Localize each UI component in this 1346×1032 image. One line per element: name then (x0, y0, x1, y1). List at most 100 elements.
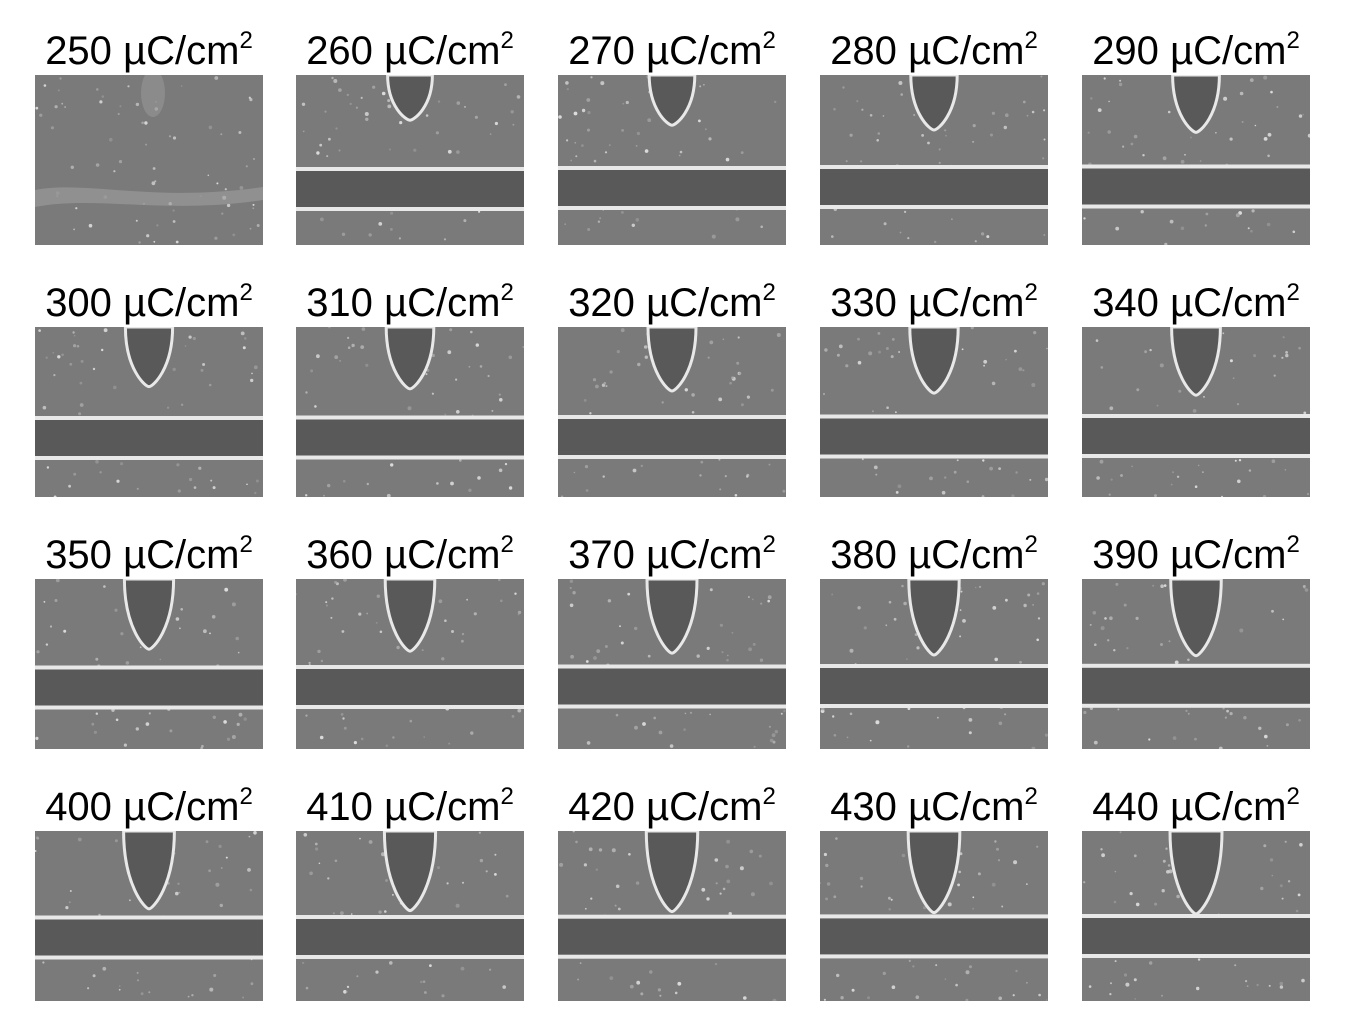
trench-top-edge (35, 416, 263, 420)
trench (1082, 416, 1310, 456)
sem-image (820, 327, 1048, 497)
trench (558, 417, 786, 457)
sem-image (1082, 75, 1310, 245)
tip (122, 831, 176, 911)
tip (384, 327, 436, 391)
sem-image (820, 831, 1048, 1001)
sem-image (1082, 579, 1310, 749)
sem-panel: 430 µC/cm2 (803, 783, 1065, 1013)
trench-bottom-edge (1082, 204, 1310, 209)
sem-panel: 400 µC/cm2 (18, 783, 280, 1013)
trench-top-edge (820, 914, 1048, 919)
dose-unit-exponent: 2 (762, 531, 776, 558)
dose-unit-exponent: 2 (500, 531, 514, 558)
sem-image (35, 75, 263, 245)
dose-value: 350 (45, 533, 112, 577)
trench (1082, 665, 1310, 706)
dose-unit-exponent: 2 (1024, 27, 1038, 54)
dose-unit-exponent: 2 (762, 27, 776, 54)
dose-unit-exponent: 2 (1024, 531, 1038, 558)
trench (820, 666, 1048, 706)
tip (908, 327, 960, 395)
trench (1082, 166, 1310, 207)
trench-top-edge (558, 664, 786, 669)
dose-value: 420 (568, 785, 635, 829)
dose-unit: µC/cm (123, 533, 240, 577)
trench-bottom-edge (296, 705, 524, 709)
dose-value: 430 (830, 785, 897, 829)
trench-bottom-edge (296, 207, 524, 211)
dose-label: 430 µC/cm2 (803, 783, 1065, 831)
trench (296, 417, 524, 458)
dose-label: 340 µC/cm2 (1065, 279, 1327, 327)
tip (1170, 327, 1222, 397)
dose-label: 280 µC/cm2 (803, 27, 1065, 75)
dose-unit: µC/cm (123, 281, 240, 325)
dose-value: 400 (45, 785, 112, 829)
surface-speckle (35, 76, 260, 244)
tip (909, 75, 959, 132)
sem-image (296, 579, 524, 749)
trench-top-edge (558, 166, 786, 170)
tip (122, 579, 176, 651)
trench-bottom-edge (1082, 454, 1310, 458)
trench-top-edge (1082, 164, 1310, 169)
trench-top-edge (1082, 663, 1310, 668)
dose-value: 310 (306, 281, 373, 325)
dose-unit-exponent: 2 (1024, 783, 1038, 810)
sem-image (35, 327, 263, 497)
tip (906, 831, 962, 915)
trench (820, 416, 1048, 457)
trench-bottom-edge (820, 454, 1048, 459)
dose-unit-exponent: 2 (239, 531, 253, 558)
sem-image (558, 579, 786, 749)
sem-image (558, 75, 786, 245)
dose-label: 290 µC/cm2 (1065, 27, 1327, 75)
dose-unit: µC/cm (1170, 29, 1287, 73)
tip (646, 327, 698, 393)
sem-panel: 360 µC/cm2 (279, 531, 541, 761)
sem-panel: 290 µC/cm2 (1065, 27, 1327, 257)
tip (1168, 831, 1224, 916)
sem-panel: 310 µC/cm2 (279, 279, 541, 509)
trench-bottom-edge (296, 955, 524, 959)
trench (558, 666, 786, 707)
trench-bottom-edge (558, 455, 786, 459)
dose-unit-exponent: 2 (1286, 279, 1300, 306)
dose-value: 280 (830, 29, 897, 73)
dose-label: 370 µC/cm2 (541, 531, 803, 579)
dose-label: 390 µC/cm2 (1065, 531, 1327, 579)
trench (296, 917, 524, 957)
trench-top-edge (35, 665, 263, 670)
trench (1082, 916, 1310, 956)
dose-unit: µC/cm (908, 281, 1025, 325)
trench (35, 917, 263, 958)
trench-bottom-edge (1082, 703, 1310, 708)
trench-bottom-edge (558, 954, 786, 959)
trench-top-edge (820, 664, 1048, 668)
tip (383, 579, 437, 653)
dose-label: 300 µC/cm2 (18, 279, 280, 327)
dose-unit: µC/cm (646, 281, 763, 325)
trench-top-edge (35, 915, 263, 920)
trench-top-edge (296, 167, 524, 171)
sem-panel: 410 µC/cm2 (279, 783, 541, 1013)
dose-unit-exponent: 2 (762, 279, 776, 306)
faint-tip (141, 75, 165, 117)
faint-trench (35, 187, 263, 207)
dose-unit: µC/cm (123, 29, 240, 73)
dose-value: 360 (306, 533, 373, 577)
trench-bottom-edge (35, 705, 263, 710)
dose-unit-exponent: 2 (239, 279, 253, 306)
dose-label: 380 µC/cm2 (803, 531, 1065, 579)
sem-panel: 350 µC/cm2 (18, 531, 280, 761)
dose-unit: µC/cm (384, 533, 501, 577)
trench-top-edge (296, 415, 524, 420)
dose-unit: µC/cm (384, 281, 501, 325)
dose-label: 360 µC/cm2 (279, 531, 541, 579)
dose-unit: µC/cm (1170, 533, 1287, 577)
sem-image (296, 327, 524, 497)
trench-top-edge (296, 665, 524, 669)
dose-label: 260 µC/cm2 (279, 27, 541, 75)
sem-panel: 250 µC/cm2 (18, 27, 280, 257)
